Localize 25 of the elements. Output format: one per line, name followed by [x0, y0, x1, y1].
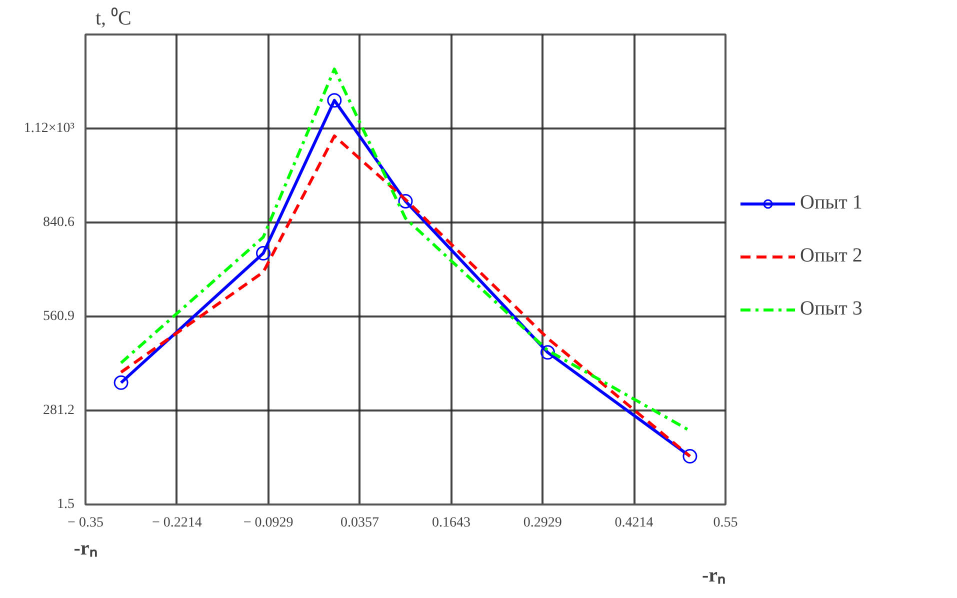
legend-label: Опыт 2 [800, 244, 862, 268]
y-tick-label: 1.5 [57, 497, 74, 512]
x-tick-label: 0.0357 [340, 516, 380, 530]
point [256, 246, 271, 261]
point [540, 345, 555, 360]
point [682, 449, 698, 464]
x-axis-title: -rₙ [74, 538, 98, 560]
y-tick-label: 840.6 [43, 215, 74, 230]
point [398, 194, 413, 208]
y-tick-label: 1.12×10³ [24, 121, 74, 136]
x-tick-label: − 0.35 [68, 516, 104, 530]
x-tick-label: − 0.0929 [243, 516, 294, 530]
point [114, 375, 128, 390]
y-tick-label: 281.2 [43, 403, 74, 418]
x-tick-label: − 0.2214 [152, 516, 202, 530]
x-tick-label: 0.55 [713, 516, 738, 530]
x-tick-label: 0.4214 [614, 516, 654, 530]
y-tick-label: 560.9 [43, 309, 74, 324]
legend-label: Опыт 3 [800, 298, 862, 320]
y-axis-title: t, ⁰C [96, 6, 132, 30]
x-tick-label: 0.1643 [432, 516, 470, 530]
x-tick-label: 0.2929 [523, 516, 562, 530]
legend-label: Опыт 1 [800, 192, 862, 214]
text: -rₙ [702, 564, 726, 586]
point [327, 93, 342, 108]
